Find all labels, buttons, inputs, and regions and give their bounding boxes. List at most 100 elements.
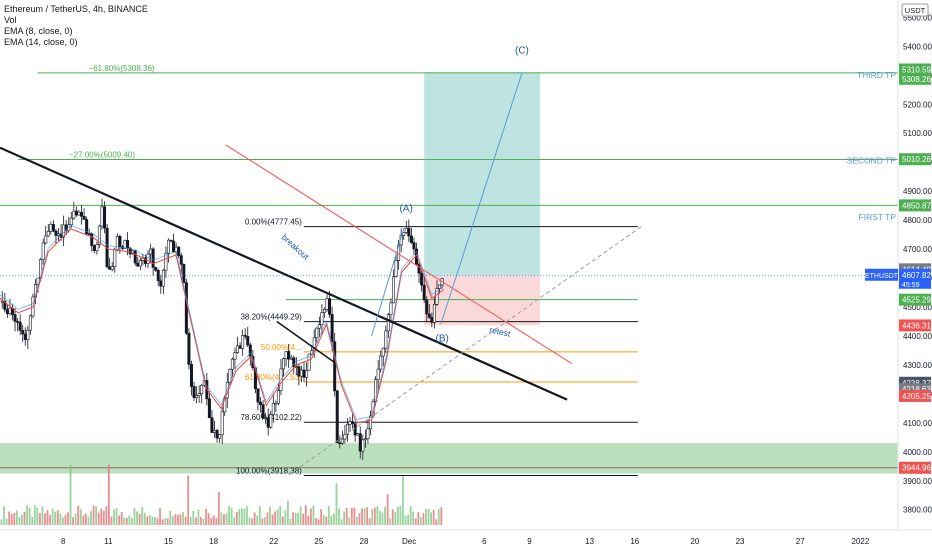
volume-bar bbox=[143, 512, 146, 525]
candle-body bbox=[264, 417, 268, 420]
volume-bar bbox=[402, 475, 404, 525]
volume-bar bbox=[356, 516, 358, 525]
candle bbox=[18, 314, 22, 336]
candle bbox=[432, 297, 436, 329]
candle bbox=[179, 252, 183, 274]
breakout-line-line bbox=[225, 144, 572, 364]
candle-body bbox=[179, 255, 183, 265]
candle-body bbox=[343, 434, 347, 440]
candle bbox=[356, 432, 360, 436]
candle-body bbox=[417, 263, 421, 274]
candle bbox=[100, 198, 104, 230]
candle-body bbox=[358, 433, 362, 452]
candle-body bbox=[23, 333, 27, 340]
y-tick-label: 4700.00 bbox=[903, 245, 932, 254]
candle-body bbox=[271, 403, 275, 416]
volume-bar bbox=[437, 509, 440, 525]
volume-bar bbox=[225, 513, 228, 525]
candle-body bbox=[438, 284, 442, 289]
candle bbox=[16, 318, 20, 332]
volume-bar bbox=[36, 507, 39, 525]
candle-body bbox=[169, 239, 173, 242]
price-tag bbox=[899, 389, 931, 402]
volume-bar bbox=[389, 518, 392, 525]
candle bbox=[361, 434, 365, 460]
volume-bar bbox=[44, 513, 46, 525]
volume-bar bbox=[82, 515, 85, 525]
indicator-volume[interactable]: Vol bbox=[4, 15, 17, 25]
indicator-ema-14[interactable]: EMA (14, close, 0) bbox=[4, 37, 78, 47]
candle-body bbox=[394, 260, 398, 278]
candle-body bbox=[118, 236, 122, 248]
candle-body bbox=[338, 442, 342, 445]
candle-body bbox=[294, 366, 298, 368]
currency-label: USDT bbox=[905, 6, 926, 15]
candle bbox=[348, 416, 352, 432]
candle-body bbox=[54, 230, 58, 236]
candle-body bbox=[243, 335, 247, 337]
ema-8-line bbox=[0, 224, 444, 420]
candle-body bbox=[230, 358, 234, 370]
candle-body bbox=[57, 233, 61, 236]
chart-legend: Ethereum / TetherUS, 4h, BINANCE Vol EMA… bbox=[4, 4, 148, 48]
candle-body bbox=[82, 216, 86, 220]
candle bbox=[182, 263, 186, 284]
candle bbox=[5, 305, 9, 318]
y-tick-label: 4000.00 bbox=[903, 448, 932, 457]
volume-bar bbox=[235, 511, 238, 525]
volume-bar bbox=[276, 509, 279, 525]
volume-bar bbox=[391, 509, 394, 525]
candle bbox=[256, 388, 260, 411]
symbol-title[interactable]: Ethereum / TetherUS, 4h, BINANCE bbox=[4, 4, 148, 14]
candle bbox=[141, 253, 145, 266]
candle bbox=[169, 239, 173, 243]
x-tick-label: 15 bbox=[164, 537, 173, 546]
volume-bar bbox=[432, 509, 435, 525]
candle bbox=[422, 275, 426, 303]
candle-body bbox=[317, 324, 321, 329]
candle bbox=[146, 250, 150, 269]
candle bbox=[412, 237, 416, 255]
candle-body bbox=[212, 429, 216, 433]
candle bbox=[305, 362, 309, 387]
candle-body bbox=[177, 246, 181, 256]
candle-body bbox=[192, 386, 196, 398]
candle-body bbox=[340, 438, 344, 444]
countdown-text: 45:59 bbox=[902, 282, 920, 289]
volume-bar bbox=[394, 512, 397, 525]
candle bbox=[236, 336, 240, 354]
volume-bar bbox=[376, 506, 379, 525]
candle-body bbox=[154, 267, 158, 271]
candle-body bbox=[307, 353, 311, 371]
volume-bar bbox=[59, 513, 62, 525]
candle bbox=[200, 383, 204, 404]
volume-bar bbox=[205, 509, 207, 525]
volume-bar bbox=[207, 513, 210, 525]
volume-bar bbox=[345, 507, 348, 525]
volume-bar bbox=[79, 509, 82, 525]
volume-bar bbox=[368, 518, 371, 525]
volume-bar bbox=[361, 508, 363, 525]
candle bbox=[192, 382, 196, 402]
candle bbox=[220, 406, 224, 444]
volume-bar bbox=[317, 519, 320, 525]
level-label: 0.00%(4777.45) bbox=[245, 218, 302, 227]
candle-body bbox=[233, 352, 237, 360]
candle-body bbox=[51, 224, 55, 232]
volume-bar bbox=[108, 464, 110, 525]
volume-bar bbox=[246, 506, 248, 525]
wave-rise-line bbox=[371, 225, 406, 337]
volume-bar bbox=[67, 512, 69, 525]
wave-c-projection-line bbox=[440, 72, 523, 325]
candle bbox=[159, 274, 163, 294]
candle-body bbox=[409, 235, 413, 243]
candle-body bbox=[266, 417, 270, 428]
candle-body bbox=[315, 327, 319, 339]
indicator-ema-8[interactable]: EMA (8, close, 0) bbox=[4, 26, 73, 36]
volume-bar bbox=[310, 508, 312, 525]
volume-bar bbox=[228, 506, 230, 525]
price-tag-text: 4436.31 bbox=[902, 321, 931, 330]
candle bbox=[325, 294, 329, 312]
